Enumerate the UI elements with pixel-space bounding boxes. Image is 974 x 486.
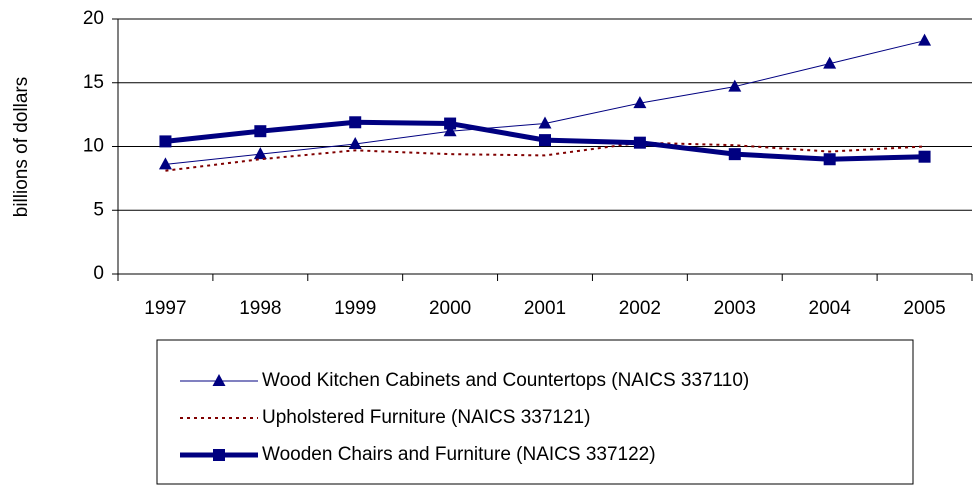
series-line: [165, 141, 925, 172]
point-marker: [539, 134, 551, 147]
point-marker: [253, 147, 267, 160]
point-marker: [823, 56, 837, 69]
point-marker: [348, 136, 362, 149]
point-marker: [918, 33, 932, 46]
point-marker: [444, 117, 457, 130]
x-tick-label: 2001: [524, 298, 566, 319]
x-tick-label: 2004: [809, 298, 852, 319]
point-marker: [349, 116, 362, 129]
point-marker: [633, 136, 646, 149]
point-marker: [254, 125, 267, 138]
x-tick-label: 2000: [429, 298, 471, 319]
legend-marker: [212, 374, 226, 386]
y-tick-label: 0: [93, 263, 104, 284]
point-marker: [823, 153, 836, 166]
x-tick-label: 1999: [334, 298, 376, 319]
x-tick-label: 2005: [903, 298, 945, 319]
legend-label: Upholstered Furniture (NAICS 337121): [262, 407, 590, 428]
y-axis-label: billions of dollars: [11, 77, 32, 217]
point-marker: [538, 116, 552, 129]
x-tick-label: 2003: [714, 298, 756, 319]
y-tick-label: 15: [83, 72, 104, 93]
legend-marker: [213, 449, 225, 461]
y-tick-label: 20: [83, 8, 104, 29]
point-marker: [728, 148, 741, 161]
point-marker: [633, 96, 647, 109]
point-marker: [443, 124, 457, 137]
legend-label: Wooden Chairs and Furniture (NAICS 33712…: [262, 444, 656, 465]
point-marker: [158, 157, 172, 170]
x-tick-label: 2002: [619, 298, 661, 319]
x-tick-label: 1997: [144, 298, 186, 319]
point-marker: [728, 79, 742, 92]
y-tick-label: 10: [83, 136, 104, 157]
legend-box: [156, 339, 914, 485]
x-tick-label: 1998: [239, 298, 281, 319]
legend-label: Wood Kitchen Cabinets and Countertops (N…: [262, 370, 749, 391]
point-marker: [918, 150, 931, 163]
y-tick-label: 5: [93, 199, 104, 220]
point-marker: [159, 135, 172, 148]
